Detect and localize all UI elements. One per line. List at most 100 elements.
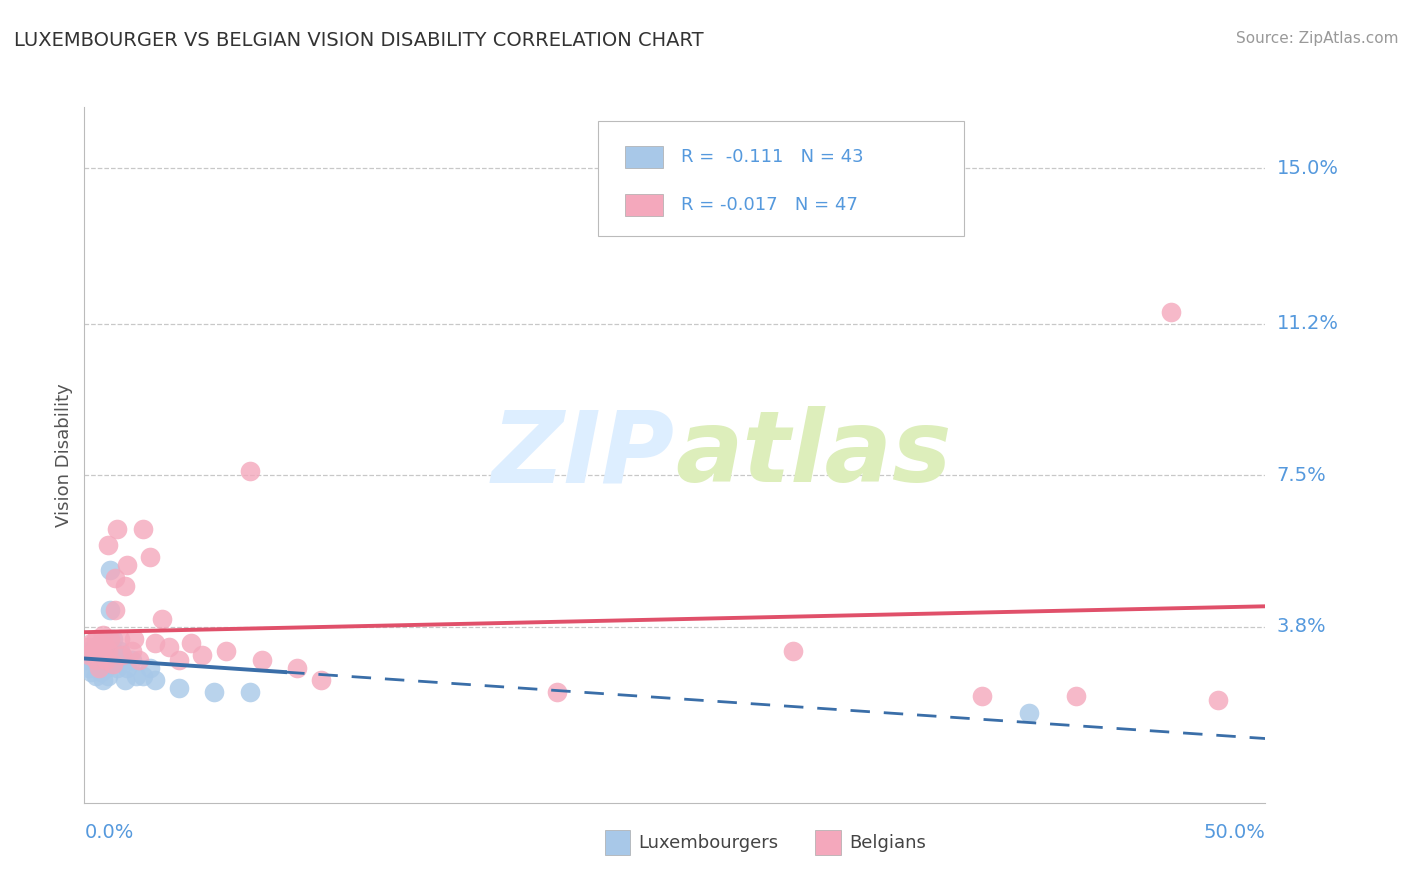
Point: [167, 681, 190, 696]
Point: [87, 648, 110, 663]
Point: [107, 522, 129, 536]
Text: Belgians: Belgians: [849, 834, 927, 852]
Point: [80, 665, 103, 679]
Point: [98, 603, 121, 617]
Text: R =  -0.111   N = 43: R = -0.111 N = 43: [681, 148, 863, 166]
Point: [250, 652, 273, 666]
Point: [90, 652, 112, 666]
Point: [115, 558, 138, 573]
Point: [77, 648, 100, 663]
Point: [139, 661, 162, 675]
Text: 15.0%: 15.0%: [1277, 159, 1339, 178]
Point: [111, 657, 134, 671]
Text: 11.2%: 11.2%: [1277, 315, 1339, 334]
Point: [97, 648, 120, 663]
Point: [132, 669, 155, 683]
Text: 50.0%: 50.0%: [1204, 823, 1265, 842]
FancyBboxPatch shape: [598, 121, 965, 235]
Point: [239, 464, 262, 478]
Text: ZIP: ZIP: [492, 407, 675, 503]
Point: [104, 571, 127, 585]
Point: [132, 522, 155, 536]
Point: [77, 644, 100, 658]
Point: [87, 640, 110, 655]
Point: [143, 636, 166, 650]
Point: [125, 669, 148, 683]
Point: [76, 640, 98, 655]
Point: [104, 603, 127, 617]
Point: [84, 657, 107, 671]
Text: 0.0%: 0.0%: [84, 823, 134, 842]
Point: [87, 661, 110, 675]
Point: [91, 673, 114, 687]
Point: [167, 652, 190, 666]
Point: [121, 644, 143, 658]
Point: [121, 652, 143, 666]
Point: [98, 632, 121, 646]
Point: [91, 648, 114, 663]
Point: [104, 652, 127, 666]
Point: [91, 657, 114, 671]
Point: [309, 673, 332, 687]
Point: [114, 579, 136, 593]
Point: [94, 652, 117, 666]
Point: [191, 648, 214, 663]
Point: [83, 644, 105, 658]
Point: [1160, 304, 1182, 318]
Point: [91, 628, 114, 642]
Point: [101, 632, 124, 646]
Point: [90, 636, 112, 650]
Point: [97, 669, 120, 683]
Point: [143, 673, 166, 687]
Point: [239, 685, 262, 699]
Point: [84, 644, 107, 658]
Point: [97, 644, 120, 658]
Point: [83, 652, 105, 666]
Text: R = -0.017   N = 47: R = -0.017 N = 47: [681, 196, 858, 214]
Point: [84, 669, 107, 683]
Point: [76, 652, 98, 666]
Point: [94, 640, 117, 655]
Point: [111, 648, 134, 663]
Point: [108, 644, 131, 658]
Point: [1206, 693, 1229, 707]
Point: [215, 644, 238, 658]
Point: [98, 562, 121, 576]
Point: [107, 661, 129, 675]
Point: [90, 644, 112, 658]
Point: [115, 661, 138, 675]
Point: [782, 644, 804, 658]
Point: [150, 612, 173, 626]
Point: [1018, 706, 1040, 720]
Y-axis label: Vision Disability: Vision Disability: [55, 383, 73, 527]
Point: [90, 644, 112, 658]
Point: [180, 636, 202, 650]
Point: [122, 632, 145, 646]
Point: [157, 640, 180, 655]
Point: [101, 657, 124, 671]
Point: [87, 640, 110, 655]
Point: [91, 648, 114, 663]
Text: 3.8%: 3.8%: [1277, 617, 1326, 636]
Point: [546, 685, 568, 699]
Text: atlas: atlas: [675, 407, 952, 503]
Point: [94, 661, 117, 675]
Text: Luxembourgers: Luxembourgers: [638, 834, 779, 852]
Point: [108, 632, 131, 646]
Point: [83, 640, 105, 655]
Point: [97, 538, 120, 552]
Text: LUXEMBOURGER VS BELGIAN VISION DISABILITY CORRELATION CHART: LUXEMBOURGER VS BELGIAN VISION DISABILIT…: [14, 31, 703, 50]
Point: [77, 661, 100, 675]
Point: [1066, 690, 1088, 704]
Point: [114, 673, 136, 687]
Point: [84, 632, 107, 646]
Point: [97, 644, 120, 658]
Point: [128, 652, 150, 666]
Text: Source: ZipAtlas.com: Source: ZipAtlas.com: [1236, 31, 1399, 46]
Point: [90, 665, 112, 679]
Point: [80, 648, 103, 663]
Point: [101, 644, 124, 658]
Bar: [626, 194, 664, 217]
Point: [84, 652, 107, 666]
Bar: [626, 145, 664, 168]
